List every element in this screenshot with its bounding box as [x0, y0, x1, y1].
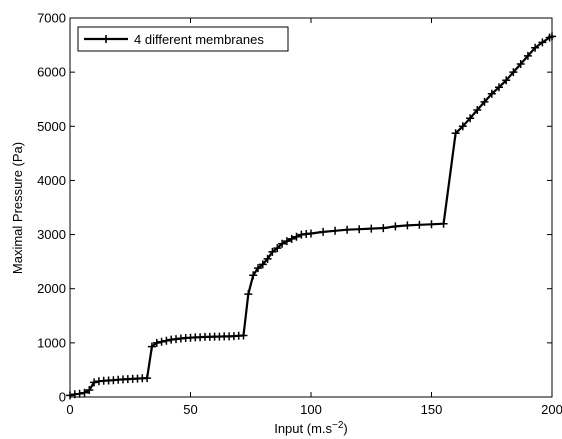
data-point-marker: [292, 232, 301, 241]
x-axis-label-superscript: −2: [332, 420, 344, 431]
x-tick-label: 0: [66, 402, 73, 417]
data-point-marker: [254, 264, 262, 273]
data-point-marker: [162, 336, 171, 345]
data-point-marker: [343, 225, 352, 234]
x-tick-label: 100: [300, 402, 322, 417]
data-point-marker: [85, 386, 94, 394]
y-tick-label: 2000: [37, 281, 66, 296]
data-point-marker: [523, 51, 532, 60]
data-point-marker: [282, 237, 291, 246]
data-point-marker: [439, 219, 448, 228]
x-tick-label: 200: [541, 402, 562, 417]
y-tick-label: 5000: [37, 119, 66, 134]
y-tick-label: 7000: [37, 11, 66, 26]
data-point-marker: [287, 234, 296, 243]
legend-label: 4 different membranes: [134, 32, 264, 47]
data-point-marker: [487, 89, 496, 98]
data-point-marker: [80, 388, 89, 397]
x-axis-label-end: ): [343, 421, 347, 436]
legend-marker: [102, 35, 110, 43]
data-point-marker: [415, 220, 424, 229]
data-point-marker: [319, 227, 328, 236]
data-point-marker: [473, 106, 482, 114]
y-axis-ticks: 0 1000 2000 3000 4000 5000 6000 7000: [37, 11, 552, 405]
data-point-marker: [268, 247, 277, 256]
data-point-marker: [263, 254, 272, 263]
data-point-marker: [502, 76, 511, 85]
y-axis-label: Maximal Pressure (Pa): [10, 142, 25, 274]
data-point-marker: [531, 43, 540, 52]
data-point-marker: [451, 129, 460, 138]
x-tick-label: 150: [421, 402, 443, 417]
data-point-marker: [249, 271, 258, 280]
y-tick-label: 6000: [37, 65, 66, 80]
data-point-marker: [427, 220, 436, 229]
data-point-marker: [75, 389, 84, 398]
data-point-marker: [538, 38, 547, 47]
data-point-marker: [307, 229, 315, 238]
data-point-marker: [152, 338, 161, 347]
data-point-marker: [548, 32, 556, 41]
data-point-marker: [466, 114, 475, 123]
data-point-marker: [331, 226, 340, 235]
data-point-marker: [379, 224, 388, 233]
data-point-marker: [403, 221, 412, 230]
data-point-marker: [273, 244, 282, 253]
x-axis-label-main: Input (m.s: [274, 421, 332, 436]
plot-area: [69, 17, 553, 398]
data-point-marker: [143, 374, 152, 383]
x-tick-label: 50: [183, 402, 197, 417]
y-tick-label: 4000: [37, 173, 66, 188]
data-point-marker: [458, 122, 467, 131]
data-point-marker: [244, 290, 253, 299]
data-point-marker: [278, 239, 287, 248]
data-point-marker: [147, 342, 156, 351]
data-point-marker: [66, 391, 74, 400]
x-axis-ticks: 0 50 100 150 200: [66, 18, 562, 417]
data-point-marker: [355, 225, 364, 234]
x-axis-label: Input (m.s−2): [274, 420, 348, 436]
data-point-marker: [516, 60, 525, 68]
data-point-marker: [239, 331, 248, 340]
data-point-marker: [157, 337, 166, 346]
legend: 4 different membranes: [77, 26, 289, 52]
data-point-marker: [391, 222, 400, 231]
data-point-marker: [480, 97, 489, 106]
series-group: [66, 32, 556, 400]
data-point-marker: [495, 83, 503, 92]
data-point-marker: [509, 68, 518, 77]
y-tick-label: 0: [59, 390, 66, 405]
data-point-marker: [258, 260, 267, 269]
y-tick-label: 1000: [37, 335, 66, 350]
data-point-marker: [90, 378, 99, 387]
y-tick-label: 3000: [37, 227, 66, 242]
data-point-marker: [367, 224, 376, 233]
